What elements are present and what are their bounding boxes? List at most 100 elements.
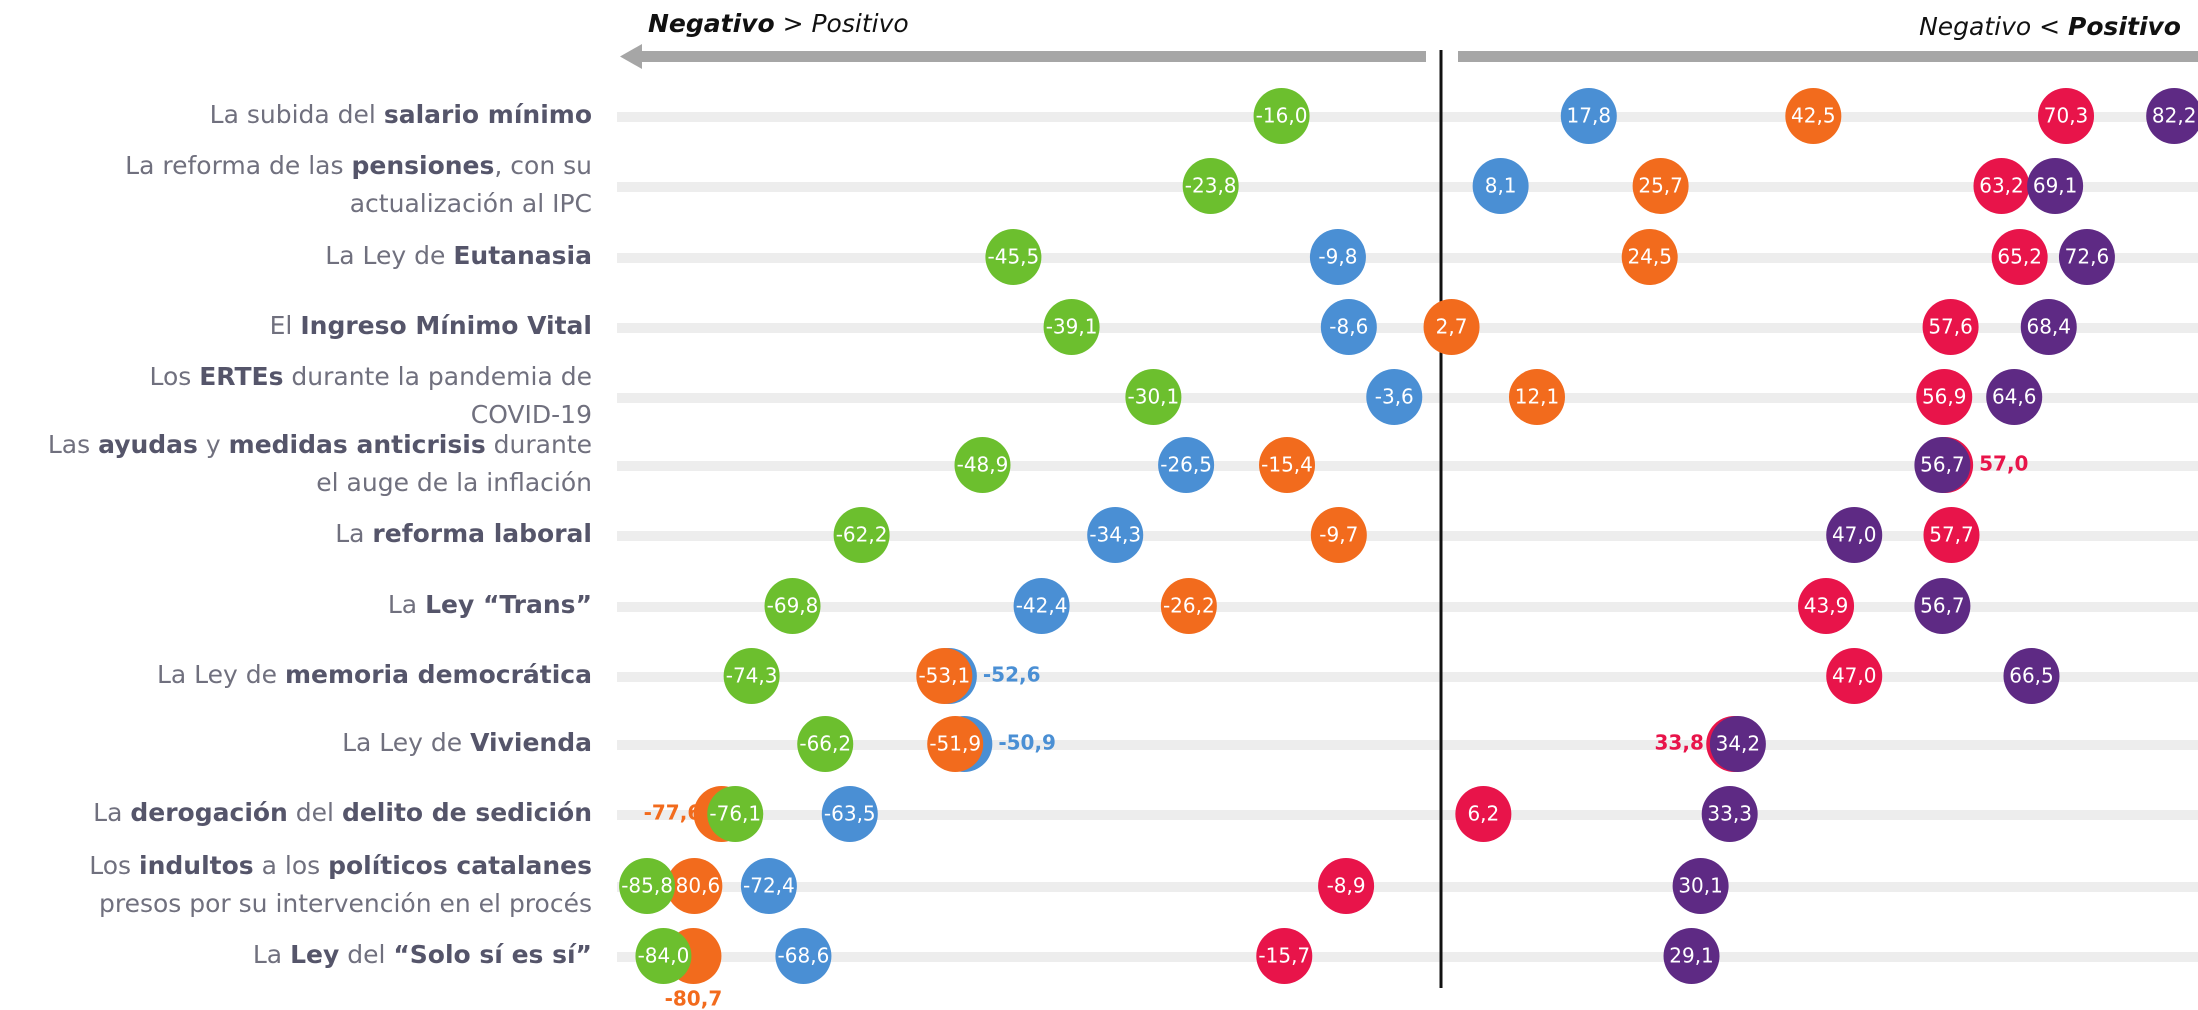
dot-label: -53,1: [918, 664, 970, 688]
row-label-part: durante la pandemia de: [283, 362, 592, 391]
dot-label: -80,6: [668, 874, 720, 898]
dot: [1423, 299, 1480, 355]
row-label: Los indultos a los políticos catalanes: [89, 851, 592, 880]
dot: [1923, 507, 1980, 563]
row-label: La reforma de las pensiones, con su: [125, 151, 592, 180]
row-band: [617, 531, 2198, 541]
dot-label: 57,7: [1929, 523, 1974, 547]
dot: [1309, 229, 1366, 285]
dot: [1701, 786, 1758, 842]
dot-label: -62,2: [836, 523, 888, 547]
dot-label: -42,4: [1016, 594, 1068, 618]
header-arrows: [620, 44, 2198, 69]
dot: [1310, 507, 1367, 563]
dot-label: 29,1: [1669, 944, 1714, 968]
row-label-part: reforma laboral: [372, 519, 592, 548]
dot-label: 56,7: [1920, 453, 1965, 477]
row-label-part: del: [288, 798, 342, 827]
dot: [1320, 299, 1377, 355]
row-label-part: Los: [149, 362, 199, 391]
dot-label: 24,5: [1627, 245, 1672, 269]
dot: [1798, 578, 1855, 634]
dot: [1826, 507, 1883, 563]
dot: [619, 858, 676, 914]
row-band: [617, 182, 2198, 192]
row-label-part: derogación: [130, 798, 287, 827]
dot-label: 6,2: [1467, 802, 1499, 826]
dot-label: -63,5: [824, 802, 876, 826]
row-label-part: Ley: [290, 940, 339, 969]
row-label-part: medidas anticrisis: [229, 430, 486, 459]
row-band: [617, 461, 2198, 471]
row-label-part: presos por su intervención en el procés: [99, 889, 592, 918]
dot: [1991, 229, 2048, 285]
row-label-part: La Ley de: [325, 241, 453, 270]
dot: [927, 716, 984, 772]
dot-label: 56,7: [1920, 594, 1965, 618]
row-label-part: y: [198, 430, 229, 459]
row-label-part: Ley “Trans”: [425, 590, 592, 619]
dot-label: 33,3: [1707, 802, 1752, 826]
row-band: [617, 740, 2198, 750]
dot-label: -68,6: [778, 944, 830, 968]
row-label: La derogación del delito de sedición: [93, 798, 592, 827]
right-arrow-bar: [1458, 51, 2198, 62]
header-left-part: Negativo: [648, 9, 775, 38]
row-label-part: La: [93, 798, 130, 827]
row-label: El Ingreso Mínimo Vital: [270, 311, 592, 340]
outside-label: -50,9: [998, 731, 1056, 755]
row-band: [617, 672, 2198, 682]
dot-label: -15,4: [1261, 453, 1313, 477]
header-right-part: Positivo: [2068, 12, 2181, 41]
dot: [1125, 369, 1182, 425]
row-label: La reforma laboral: [335, 519, 592, 548]
row-label-part: La Ley de: [157, 660, 285, 689]
outside-label: 57,0: [1979, 452, 2028, 476]
row-label-part: La reforma de las: [125, 151, 351, 180]
row-label-part: Vivienda: [470, 728, 592, 757]
row-band: [617, 602, 2198, 612]
outside-label: -80,7: [665, 987, 723, 1010]
dot: [833, 507, 890, 563]
dot: [764, 578, 821, 634]
header-left: Negativo > Positivo: [648, 9, 909, 38]
dot: [1672, 858, 1729, 914]
dot: [2020, 299, 2077, 355]
dot: [1663, 928, 1720, 984]
row-band: [617, 323, 2198, 333]
row-label-part: Los: [89, 851, 139, 880]
dot-label: 69,1: [2033, 174, 2078, 198]
dot: [1826, 648, 1883, 704]
dot: [985, 229, 1042, 285]
row-band: [617, 882, 2198, 892]
dot-label: 43,9: [1804, 594, 1849, 618]
dot-label: 57,6: [1928, 315, 1973, 339]
header-left-part: > Positivo: [775, 9, 909, 38]
dot: [775, 928, 832, 984]
row-label-part: durante: [486, 430, 592, 459]
dot-label: -8,9: [1327, 874, 1366, 898]
dot: [1087, 507, 1144, 563]
dot: [1922, 299, 1979, 355]
dot: [1318, 858, 1375, 914]
row-label-part: ERTEs: [199, 362, 283, 391]
dot-label: -26,5: [1160, 453, 1212, 477]
dot: [1259, 437, 1316, 493]
dot: [1632, 158, 1689, 214]
dot: [2027, 158, 2084, 214]
dot: [2003, 648, 2060, 704]
dot-label: 25,7: [1638, 174, 1683, 198]
dot-label: -72,4: [743, 874, 795, 898]
outside-label: -52,6: [983, 663, 1041, 687]
left-arrow-bar: [640, 51, 1426, 62]
dot-label: 70,3: [2044, 104, 2089, 128]
dot: [1366, 369, 1423, 425]
dot: [666, 858, 723, 914]
dot-label: 56,9: [1922, 385, 1967, 409]
dot: [1256, 928, 1313, 984]
dot: [916, 648, 973, 704]
dot-label: 34,2: [1716, 732, 1761, 756]
dot-label: -23,8: [1185, 174, 1237, 198]
dot: [1043, 299, 1100, 355]
dot: [1621, 229, 1678, 285]
